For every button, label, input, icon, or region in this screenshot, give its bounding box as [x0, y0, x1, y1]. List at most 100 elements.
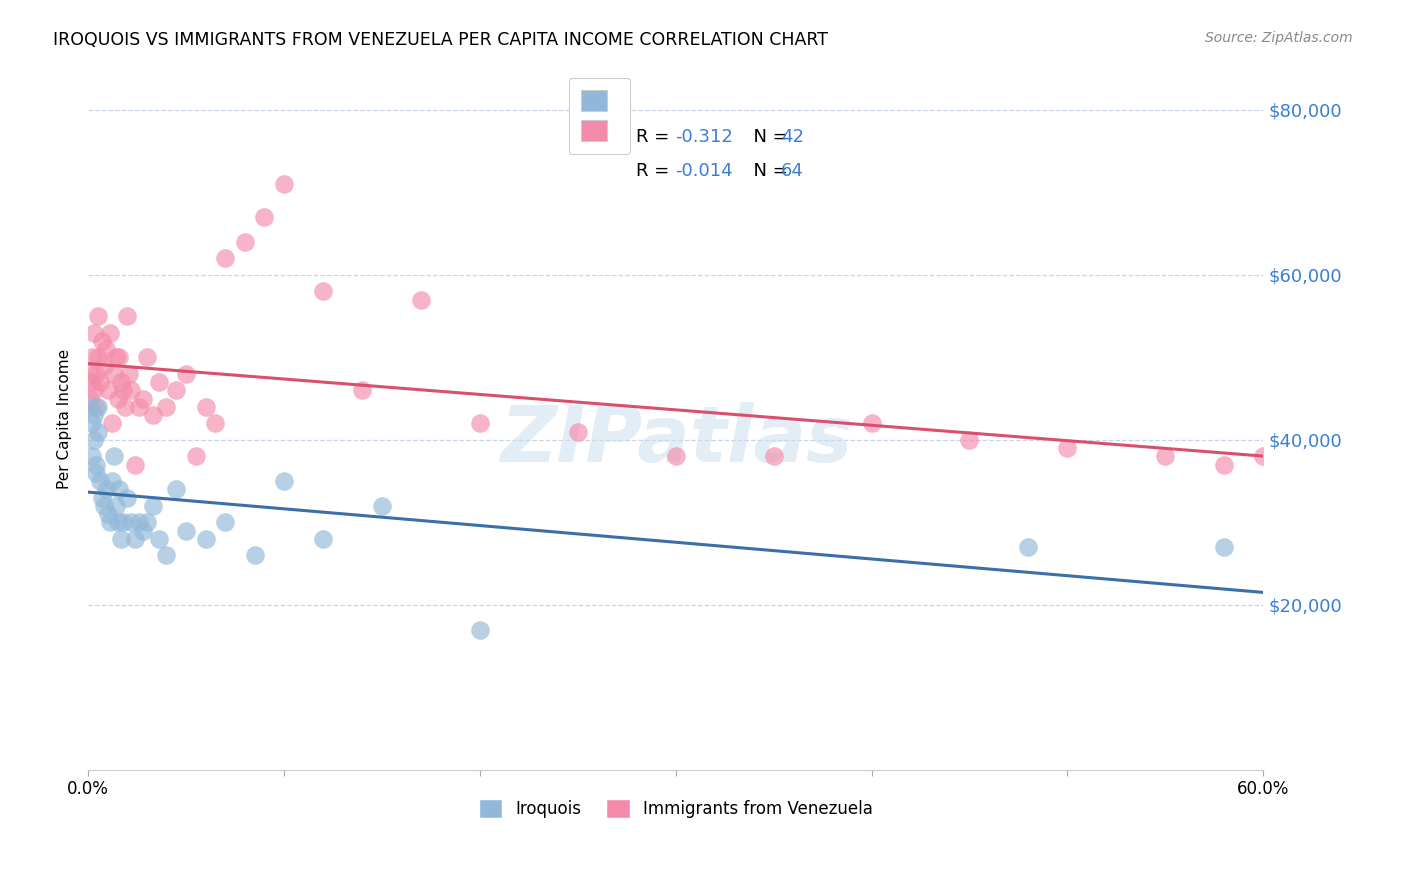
Point: [243, 549, 266, 563]
Point: [762, 450, 785, 464]
Point: [79, 367, 101, 381]
Point: [80, 375, 103, 389]
Point: [104, 351, 127, 365]
Point: [312, 532, 335, 546]
Point: [204, 417, 226, 431]
Point: [128, 400, 150, 414]
Point: [1350, 441, 1372, 455]
Text: Source: ZipAtlas.com: Source: ZipAtlas.com: [1205, 31, 1353, 45]
Text: N =: N =: [742, 161, 793, 180]
Point: [148, 375, 170, 389]
Point: [174, 367, 197, 381]
Point: [110, 532, 132, 546]
Point: [124, 532, 146, 546]
Point: [957, 433, 980, 447]
Point: [79, 392, 101, 406]
Point: [312, 285, 335, 299]
Point: [253, 210, 276, 224]
Point: [84, 458, 107, 472]
Text: -0.312: -0.312: [676, 128, 734, 146]
Text: R =: R =: [637, 161, 675, 180]
Point: [165, 384, 187, 398]
Point: [100, 474, 122, 488]
Point: [108, 351, 131, 365]
Point: [135, 516, 157, 530]
Point: [93, 359, 115, 373]
Point: [273, 474, 295, 488]
Point: [98, 516, 121, 530]
Text: N =: N =: [742, 128, 793, 146]
Point: [84, 466, 107, 480]
Point: [93, 499, 115, 513]
Point: [90, 491, 112, 505]
Point: [124, 458, 146, 472]
Point: [1154, 450, 1177, 464]
Point: [352, 384, 374, 398]
Point: [107, 392, 129, 406]
Point: [83, 408, 105, 422]
Point: [1251, 450, 1274, 464]
Point: [1291, 433, 1313, 447]
Legend: Iroquois, Immigrants from Venezuela: Iroquois, Immigrants from Venezuela: [472, 792, 879, 825]
Point: [89, 474, 111, 488]
Point: [860, 417, 883, 431]
Point: [132, 392, 155, 406]
Point: [165, 483, 187, 497]
Text: IROQUOIS VS IMMIGRANTS FROM VENEZUELA PER CAPITA INCOME CORRELATION CHART: IROQUOIS VS IMMIGRANTS FROM VENEZUELA PE…: [53, 31, 828, 49]
Point: [214, 252, 236, 266]
Point: [174, 524, 197, 538]
Point: [107, 516, 129, 530]
Point: [100, 417, 122, 431]
Point: [128, 516, 150, 530]
Point: [148, 532, 170, 546]
Point: [80, 417, 103, 431]
Point: [97, 384, 120, 398]
Point: [89, 375, 111, 389]
Point: [468, 417, 491, 431]
Point: [84, 400, 107, 414]
Point: [94, 483, 117, 497]
Point: [117, 309, 139, 323]
Point: [132, 524, 155, 538]
Point: [194, 532, 217, 546]
Text: R =: R =: [637, 128, 675, 146]
Point: [80, 450, 103, 464]
Point: [79, 400, 101, 414]
Point: [87, 400, 110, 414]
Point: [87, 425, 110, 439]
Point: [87, 309, 110, 323]
Point: [97, 507, 120, 521]
Point: [194, 400, 217, 414]
Point: [90, 334, 112, 348]
Text: -0.014: -0.014: [676, 161, 734, 180]
Point: [1213, 540, 1236, 554]
Point: [118, 367, 141, 381]
Point: [94, 342, 117, 356]
Point: [155, 400, 177, 414]
Point: [114, 400, 136, 414]
Point: [1213, 458, 1236, 472]
Text: 64: 64: [782, 161, 804, 180]
Point: [409, 293, 432, 307]
Point: [1017, 540, 1039, 554]
Point: [214, 516, 236, 530]
Point: [233, 235, 256, 249]
Y-axis label: Per Capita Income: Per Capita Income: [58, 349, 72, 490]
Text: ZIPatlas: ZIPatlas: [499, 402, 852, 478]
Point: [87, 351, 110, 365]
Point: [84, 367, 107, 381]
Point: [142, 408, 165, 422]
Point: [665, 450, 688, 464]
Point: [120, 384, 142, 398]
Point: [468, 623, 491, 637]
Point: [112, 384, 135, 398]
Point: [184, 450, 207, 464]
Point: [83, 326, 105, 340]
Point: [108, 483, 131, 497]
Point: [83, 433, 105, 447]
Point: [117, 491, 139, 505]
Point: [98, 326, 121, 340]
Point: [371, 499, 394, 513]
Point: [273, 177, 295, 191]
Point: [142, 499, 165, 513]
